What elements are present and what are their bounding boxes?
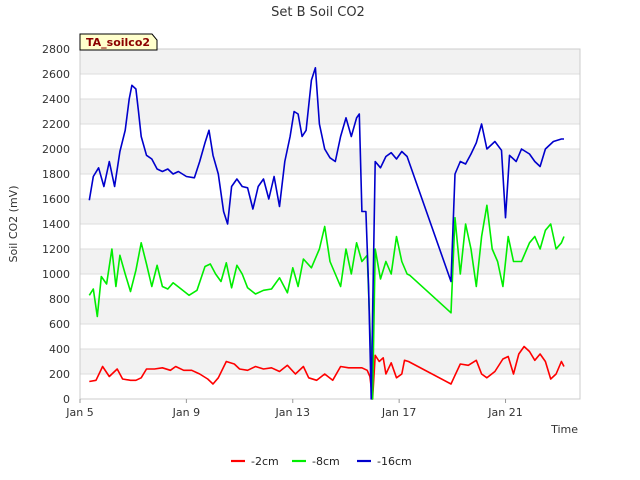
x-tick-label: Jan 13 (275, 406, 310, 419)
legend-label: -2cm (251, 455, 279, 468)
y-tick-label: 2200 (42, 118, 70, 131)
y-tick-label: 200 (49, 368, 70, 381)
y-tick-label: 2600 (42, 68, 70, 81)
plot-band (80, 199, 580, 224)
plot-band (80, 299, 580, 324)
legend: -2cm -8cm -16cm (231, 455, 412, 468)
y-axis-label: Soil CO2 (mV) (7, 186, 20, 263)
y-tick-label: 800 (49, 293, 70, 306)
y-tick-label: 1200 (42, 243, 70, 256)
plot-area (79, 48, 581, 400)
x-axis-ticks: Jan 5 Jan 9 Jan 13 Jan 17 Jan 21 (65, 399, 523, 419)
x-axis-label: Time (550, 423, 578, 436)
y-tick-label: 1400 (42, 218, 70, 231)
x-tick-label: Jan 9 (172, 406, 200, 419)
plot-bands (80, 49, 580, 374)
series-line-2cm (89, 345, 565, 400)
plot-band (80, 99, 580, 124)
series-line-8cm (88, 204, 565, 400)
y-tick-label: 1600 (42, 193, 70, 206)
y-tick-label: 2400 (42, 93, 70, 106)
plot-band (80, 149, 580, 174)
legend-label: -16cm (377, 455, 412, 468)
y-tick-label: 2000 (42, 143, 70, 156)
badge-label: TA_soilco2 (86, 36, 150, 49)
x-tick-label: Jan 21 (487, 406, 522, 419)
y-axis-ticks: 0 200 400 600 800 1000 1200 1400 1600 1800 2000 220… (42, 43, 70, 406)
plot-band (80, 349, 580, 374)
chart-title: Set B Soil CO2 (271, 5, 365, 20)
series-lines (88, 67, 565, 400)
y-tick-label: 2800 (42, 43, 70, 56)
series-badge: TA_soilco2 (79, 33, 158, 51)
y-tick-label: 1000 (42, 268, 70, 281)
x-tick-label: Jan 5 (65, 406, 93, 419)
y-tick-label: 600 (49, 318, 70, 331)
series-line-16cm (88, 67, 564, 400)
x-tick-label: Jan 17 (381, 406, 416, 419)
plot-band (80, 49, 580, 74)
y-tick-label: 400 (49, 343, 70, 356)
legend-label: -8cm (312, 455, 340, 468)
y-tick-label: 1800 (42, 168, 70, 181)
y-tick-label: 0 (63, 393, 70, 406)
